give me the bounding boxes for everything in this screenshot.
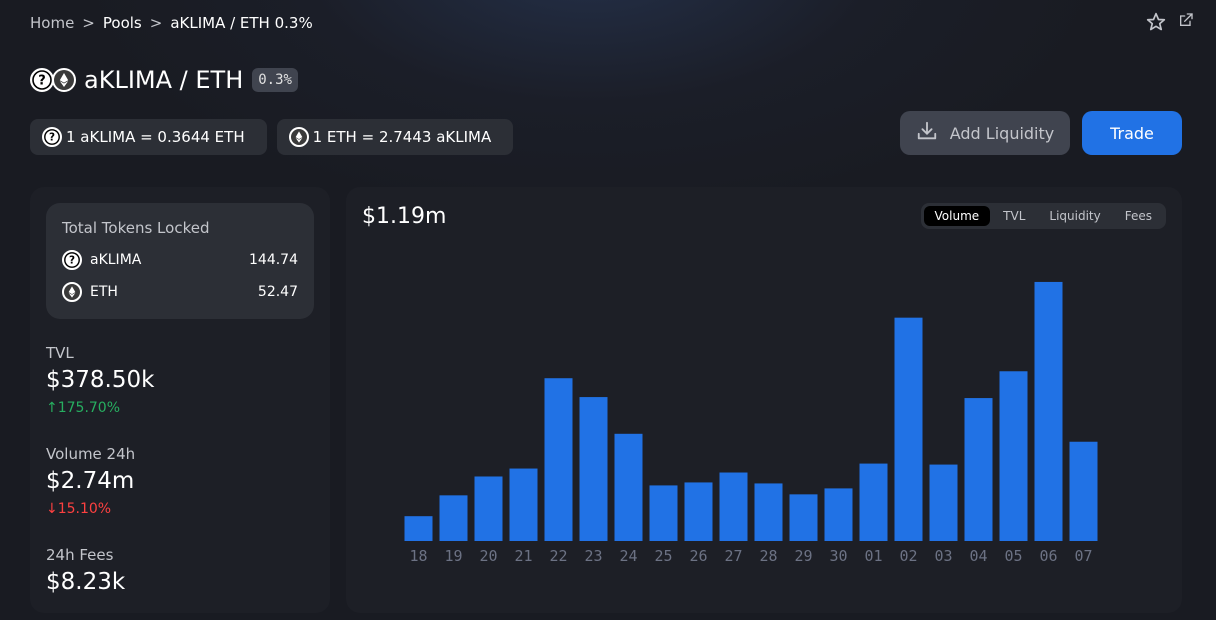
fees-stat: 24h Fees $8.23k: [46, 546, 125, 595]
x-tick-label: 06: [1039, 547, 1057, 565]
price-chip-aklima[interactable]: ? 1 aKLIMA = 0.3644 ETH: [30, 119, 267, 155]
add-liquidity-label: Add Liquidity: [949, 123, 1055, 143]
tvl-label: TVL: [46, 344, 74, 362]
chart-value: $1.19m: [362, 204, 447, 229]
chart-bar[interactable]: [789, 494, 818, 541]
chart-bar[interactable]: [964, 398, 993, 541]
chart-bar[interactable]: [719, 472, 748, 541]
chart-bar[interactable]: [754, 483, 783, 541]
fees-value: $8.23k: [46, 569, 126, 595]
x-tick-label: 29: [794, 547, 812, 565]
price-text: 1 aKLIMA = 0.3644 ETH: [66, 128, 245, 146]
breadcrumb-pools[interactable]: Pools: [102, 14, 142, 32]
chart-panel: 18 19 20 21 22 23 24 25 26 27 28 29 30 01 02 03 04 05 06 07…: [346, 187, 1182, 613]
chart-tabs: Volume TVL Liquidity Fees: [920, 203, 1166, 229]
chart-bar[interactable]: [1069, 441, 1098, 541]
pool-stats-panel: Total Tokens Locked ? aKLIMA 144.74 ETH …: [30, 187, 330, 613]
question-token-icon: ?: [30, 68, 54, 92]
add-liquidity-button[interactable]: Add Liquidity: [900, 111, 1070, 155]
tvl-stat: TVL $378.50k ↑175.70%: [46, 344, 154, 416]
breadcrumb-separator: >: [82, 14, 95, 32]
x-tick-label: 24: [619, 547, 637, 565]
x-tick-label: 03: [934, 547, 952, 565]
price-text: 1 ETH = 2.7443 aKLIMA: [312, 128, 492, 146]
star-icon[interactable]: [1146, 12, 1166, 32]
x-tick-label: 04: [969, 547, 987, 565]
breadcrumb: Home > Pools > aKLIMA / ETH 0.3%: [30, 14, 321, 32]
chart-bar[interactable]: [439, 495, 468, 541]
volume-bar-chart[interactable]: 18 19 20 21 22 23 24 25 26 27 28 29 30 01 02 03 04 05 06 07: [346, 187, 1182, 613]
chart-bar[interactable]: [404, 516, 433, 541]
download-icon: [916, 120, 938, 146]
eth-token-icon: [52, 68, 76, 92]
x-tick-label: 05: [1004, 547, 1022, 565]
volume-stat: Volume 24h $2.74m ↓15.10%: [46, 445, 135, 517]
tvl-change: ↑175.70%: [46, 400, 121, 416]
locked-amount: 144.74: [249, 252, 298, 268]
chart-bar[interactable]: [614, 433, 643, 541]
price-row: ? 1 aKLIMA = 0.3644 ETH 1 ETH = 2.7443 a…: [30, 119, 514, 155]
fees-label: 24h Fees: [46, 546, 114, 564]
chart-bar[interactable]: [684, 482, 713, 541]
locked-row[interactable]: ? aKLIMA 144.74: [62, 249, 298, 271]
chart-bar[interactable]: [824, 488, 853, 541]
total-tokens-locked-card: Total Tokens Locked ? aKLIMA 144.74 ETH …: [46, 203, 314, 319]
page-actions: [1146, 12, 1194, 32]
x-tick-label: 02: [899, 547, 917, 565]
chart-bar[interactable]: [999, 371, 1028, 541]
tab-tvl[interactable]: TVL: [1003, 209, 1026, 223]
x-tick-label: 07: [1074, 547, 1092, 565]
svg-text:?: ?: [38, 74, 46, 89]
svg-text:?: ?: [49, 132, 55, 144]
locked-amount: 52.47: [257, 284, 298, 300]
x-tick-label: 28: [759, 547, 777, 565]
fee-badge: 0.3%: [252, 68, 298, 92]
x-tick-label: 21: [514, 547, 532, 565]
question-token-icon: ?: [42, 127, 62, 147]
x-tick-label: 18: [409, 547, 427, 565]
volume-change: ↓15.10%: [46, 501, 112, 517]
breadcrumb-current: aKLIMA / ETH 0.3%: [170, 14, 313, 32]
x-tick-label: 23: [584, 547, 602, 565]
x-tick-label: 25: [654, 547, 672, 565]
breadcrumb-home[interactable]: Home: [30, 14, 75, 32]
chart-bar[interactable]: [579, 397, 608, 541]
chart-bar[interactable]: [509, 468, 538, 541]
svg-text:?: ?: [69, 255, 75, 267]
pool-title-row: ? aKLIMA / ETH 0.3%: [30, 66, 298, 94]
chart-bar[interactable]: [1034, 281, 1063, 541]
x-tick-label: 22: [549, 547, 567, 565]
eth-token-icon: [288, 127, 309, 147]
x-tick-label: 19: [444, 547, 462, 565]
x-tick-label: 20: [479, 547, 497, 565]
volume-value: $2.74m: [46, 468, 135, 494]
tab-volume[interactable]: Volume: [923, 206, 991, 226]
tab-liquidity[interactable]: Liquidity: [1049, 209, 1101, 223]
chart-bar[interactable]: [544, 378, 573, 541]
x-tick-label: 01: [864, 547, 882, 565]
page-title: aKLIMA / ETH: [84, 66, 244, 94]
x-tick-label: 27: [724, 547, 742, 565]
price-chip-eth[interactable]: 1 ETH = 2.7443 aKLIMA: [276, 119, 514, 155]
trade-button[interactable]: Trade: [1082, 111, 1182, 155]
locked-symbol: aKLIMA: [90, 252, 142, 268]
external-link-icon[interactable]: [1178, 12, 1194, 32]
breadcrumb-separator: >: [149, 14, 163, 32]
volume-label: Volume 24h: [46, 445, 136, 463]
chart-bar[interactable]: [929, 464, 958, 541]
eth-token-icon: [62, 282, 82, 302]
locked-row[interactable]: ETH 52.47: [62, 281, 298, 303]
x-tick-label: 30: [829, 547, 847, 565]
question-token-icon: ?: [62, 250, 82, 270]
locked-title: Total Tokens Locked: [62, 219, 210, 237]
tvl-value: $378.50k: [46, 367, 155, 393]
chart-bar[interactable]: [859, 463, 888, 541]
locked-symbol: ETH: [90, 284, 118, 300]
x-tick-label: 26: [689, 547, 707, 565]
chart-bar[interactable]: [894, 317, 923, 541]
chart-bar[interactable]: [474, 476, 503, 541]
chart-bar[interactable]: [649, 485, 678, 541]
tab-fees[interactable]: Fees: [1124, 209, 1152, 223]
